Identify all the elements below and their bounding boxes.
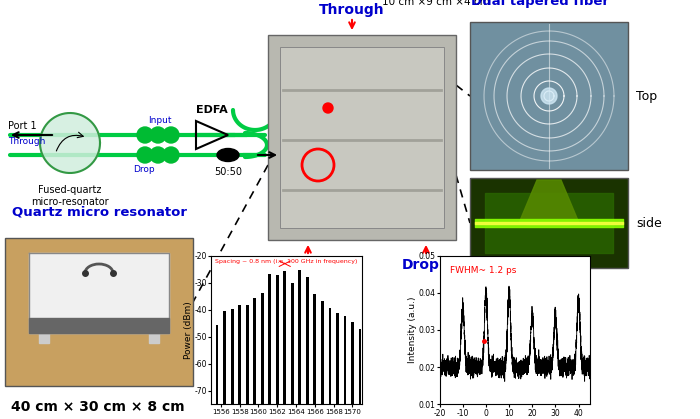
Bar	[351, 322, 354, 404]
Circle shape	[163, 147, 179, 163]
Y-axis label: Intensity (a.u.): Intensity (a.u.)	[408, 297, 417, 363]
Bar	[284, 271, 286, 404]
Polygon shape	[149, 333, 159, 343]
Circle shape	[150, 127, 166, 143]
Text: 10 cm ×9 cm ×4 cm: 10 cm ×9 cm ×4 cm	[382, 0, 490, 7]
Text: Drop: Drop	[133, 165, 155, 174]
Text: EDFA: EDFA	[196, 105, 228, 115]
Polygon shape	[29, 253, 169, 333]
Text: Through: Through	[319, 3, 385, 17]
Polygon shape	[39, 333, 49, 343]
Text: Quartz micro resonator: Quartz micro resonator	[13, 205, 188, 218]
Text: FWHM~ 1.2 ps: FWHM~ 1.2 ps	[450, 266, 517, 275]
Bar	[223, 311, 226, 404]
Text: Input: Input	[148, 116, 172, 125]
Bar	[238, 305, 241, 404]
Bar	[253, 298, 256, 404]
Bar	[298, 270, 301, 404]
Text: Dual tapered fiber: Dual tapered fiber	[471, 0, 609, 8]
Bar	[246, 305, 248, 404]
Bar	[321, 301, 324, 404]
Bar	[358, 328, 361, 404]
Circle shape	[137, 127, 153, 143]
Polygon shape	[519, 180, 579, 225]
Bar	[328, 308, 331, 404]
Bar	[261, 293, 264, 404]
Text: Port 1: Port 1	[8, 121, 36, 131]
Text: 50:50: 50:50	[214, 167, 242, 177]
Text: side: side	[636, 217, 662, 230]
Text: Top: Top	[636, 90, 657, 103]
Bar	[291, 283, 294, 404]
Text: Fused-quartz
micro-resonator: Fused-quartz micro-resonator	[32, 185, 108, 207]
Text: Port 2: Port 2	[282, 152, 311, 162]
FancyBboxPatch shape	[280, 47, 444, 228]
FancyBboxPatch shape	[470, 22, 628, 170]
Bar	[276, 275, 279, 404]
Text: 40 cm × 30 cm × 8 cm: 40 cm × 30 cm × 8 cm	[11, 400, 185, 414]
Circle shape	[137, 147, 153, 163]
Y-axis label: Power (dBm): Power (dBm)	[184, 301, 193, 359]
Bar	[216, 325, 218, 404]
Bar	[344, 316, 346, 404]
Text: Input: Input	[282, 258, 323, 272]
Bar	[336, 313, 339, 404]
Text: Drop: Drop	[402, 258, 440, 272]
Circle shape	[150, 147, 166, 163]
Bar	[268, 274, 271, 404]
FancyBboxPatch shape	[268, 35, 456, 240]
Polygon shape	[29, 318, 169, 333]
FancyBboxPatch shape	[470, 178, 628, 268]
Polygon shape	[541, 88, 557, 104]
Ellipse shape	[217, 148, 239, 161]
Text: Spacing ~ 0.8 nm (i.e. 100 GHz in frequency): Spacing ~ 0.8 nm (i.e. 100 GHz in freque…	[216, 259, 358, 264]
Circle shape	[323, 103, 333, 113]
Polygon shape	[40, 113, 100, 173]
Text: Through: Through	[8, 137, 46, 146]
Bar	[306, 277, 309, 404]
Circle shape	[163, 127, 179, 143]
Bar	[314, 294, 316, 404]
Bar	[231, 310, 234, 404]
FancyBboxPatch shape	[5, 238, 193, 386]
